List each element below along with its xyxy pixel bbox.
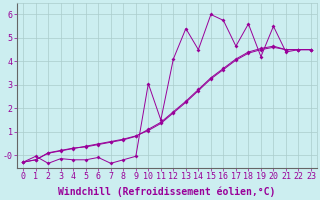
X-axis label: Windchill (Refroidissement éolien,°C): Windchill (Refroidissement éolien,°C) [58, 187, 276, 197]
